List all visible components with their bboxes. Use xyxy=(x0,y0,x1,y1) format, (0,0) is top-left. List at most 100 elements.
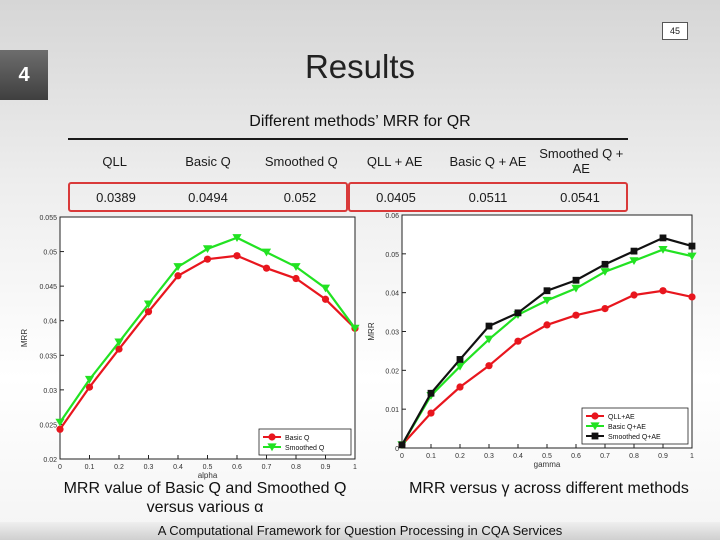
data-point xyxy=(320,284,331,293)
x-tick-label: 0.4 xyxy=(513,453,523,460)
legend-entry: Smoothed Q xyxy=(285,445,325,452)
data-point xyxy=(542,296,552,305)
x-tick-label: 0.1 xyxy=(85,464,95,471)
header-qll: QLL xyxy=(102,153,127,169)
data-point xyxy=(572,276,580,284)
x-tick-label: 0.6 xyxy=(571,453,581,460)
data-point xyxy=(600,268,610,276)
data-point xyxy=(601,260,609,268)
slide-title: Results xyxy=(304,48,416,85)
data-point xyxy=(114,338,124,347)
data-point xyxy=(291,263,301,271)
value-qll-ae: 0.0405 xyxy=(376,189,416,205)
data-point xyxy=(398,441,406,449)
y-tick-label: 0.04 xyxy=(43,319,57,326)
x-tick-label: 1 xyxy=(353,464,357,471)
y-tick-label: 0.02 xyxy=(43,457,57,464)
header-qll-ae: QLL + AE xyxy=(366,153,423,169)
y-tick-label: 0.025 xyxy=(39,422,57,429)
y-tick-label: 0.045 xyxy=(39,284,57,291)
data-point xyxy=(687,252,697,261)
legend-entry: Basic Q+AE xyxy=(608,424,646,431)
data-point xyxy=(630,247,638,255)
value-smoothed-q: 0.052 xyxy=(283,189,317,205)
x-tick-label: 0 xyxy=(58,464,62,471)
data-point xyxy=(514,309,522,317)
y-tick-label: 0.01 xyxy=(385,407,399,414)
legend-entry: QLL+AE xyxy=(608,414,635,421)
plot-area xyxy=(401,214,693,449)
legend-marker xyxy=(268,433,276,441)
value-basic-q: 0.0494 xyxy=(188,189,228,205)
alpha-chart: 0.02 0.025 0.03 0.035 0.04 0.045 0.05 0.055 0 0.1… xyxy=(20,215,360,480)
x-tick-label: 0.8 xyxy=(629,453,639,460)
x-tick-label: 0.5 xyxy=(542,453,552,460)
x-axis-label: alpha xyxy=(198,471,218,480)
x-tick-label: 0.9 xyxy=(321,464,331,471)
data-point xyxy=(174,272,182,280)
data-point xyxy=(261,248,272,257)
x-tick-label: 0 xyxy=(400,453,404,460)
y-axis-label: MRR xyxy=(367,322,376,340)
data-point xyxy=(688,293,696,301)
data-point xyxy=(630,291,638,299)
header-smoothed-q: Smoothed Q xyxy=(264,153,338,169)
y-tick-label: 0.035 xyxy=(39,353,57,360)
value-qll: 0.0389 xyxy=(96,189,136,205)
data-point xyxy=(484,335,494,344)
left-chart-caption: MRR value of Basic Q and Smoothed Q vers… xyxy=(63,480,347,516)
x-tick-label: 0.8 xyxy=(291,464,301,471)
data-point xyxy=(572,311,580,319)
series-basic-q-ae xyxy=(397,245,697,450)
slide-number: 45 xyxy=(662,22,688,40)
x-tick-label: 0.2 xyxy=(455,453,465,460)
x-axis-label: gamma xyxy=(534,460,561,469)
data-point xyxy=(455,362,465,371)
y-tick-label: 0.05 xyxy=(43,250,57,257)
data-point xyxy=(543,287,551,295)
legend-entry: Basic Q xyxy=(285,435,310,442)
x-tick-label: 0.4 xyxy=(173,464,183,471)
data-point xyxy=(688,242,696,250)
x-tick-label: 0.2 xyxy=(114,464,124,471)
series-smoothed-q-ae xyxy=(398,234,696,449)
x-tick-label: 0.3 xyxy=(484,453,494,460)
x-tick-label: 1 xyxy=(690,453,694,460)
data-point xyxy=(321,295,330,303)
legend: QLL+AE Basic Q+AE Smoothed Q+AE xyxy=(581,407,689,445)
data-point xyxy=(56,425,64,433)
y-tick-label: 0.04 xyxy=(385,291,399,298)
mrr-table: QLL Basic Q Smoothed Q QLL + AE Basic Q … xyxy=(68,138,628,212)
data-point xyxy=(456,383,464,391)
data-point xyxy=(173,263,183,271)
footer: A Computational Framework for Question P… xyxy=(0,522,720,540)
legend-entry: Smoothed Q+AE xyxy=(608,434,661,441)
value-basic-q-ae: 0.0511 xyxy=(468,189,508,205)
data-point xyxy=(485,362,493,370)
data-point xyxy=(543,321,551,329)
y-tick-label: 0.05 xyxy=(385,252,399,259)
data-point xyxy=(571,284,581,293)
legend-marker xyxy=(591,412,599,420)
legend-marker xyxy=(591,432,599,440)
data-point xyxy=(115,345,123,353)
data-point xyxy=(143,300,154,309)
highlight-box-left: 0.0389 0.0494 0.052 xyxy=(68,182,348,212)
table-caption: Different methods’ MRR for QR xyxy=(249,113,471,130)
data-point xyxy=(629,257,639,266)
data-point xyxy=(427,409,435,417)
table-value-row: 0.0389 0.0494 0.052 0.0405 0.0511 0.0541 xyxy=(68,182,628,212)
data-point xyxy=(232,234,242,242)
data-point xyxy=(233,252,241,260)
data-point xyxy=(203,255,212,263)
value-smoothed-q-ae: 0.0541 xyxy=(560,189,600,205)
legend: Basic Q Smoothed Q xyxy=(258,428,352,456)
x-tick-label: 0.6 xyxy=(232,464,242,471)
y-tick-label: 0.03 xyxy=(43,388,57,395)
table-header-row: QLL Basic Q Smoothed Q QLL + AE Basic Q … xyxy=(68,140,628,182)
y-axis-label: MRR xyxy=(20,329,29,347)
x-tick-label: 0.7 xyxy=(600,453,610,460)
y-tick-label: 0.02 xyxy=(385,368,399,375)
data-point xyxy=(456,356,464,363)
legend-marker xyxy=(590,422,600,431)
